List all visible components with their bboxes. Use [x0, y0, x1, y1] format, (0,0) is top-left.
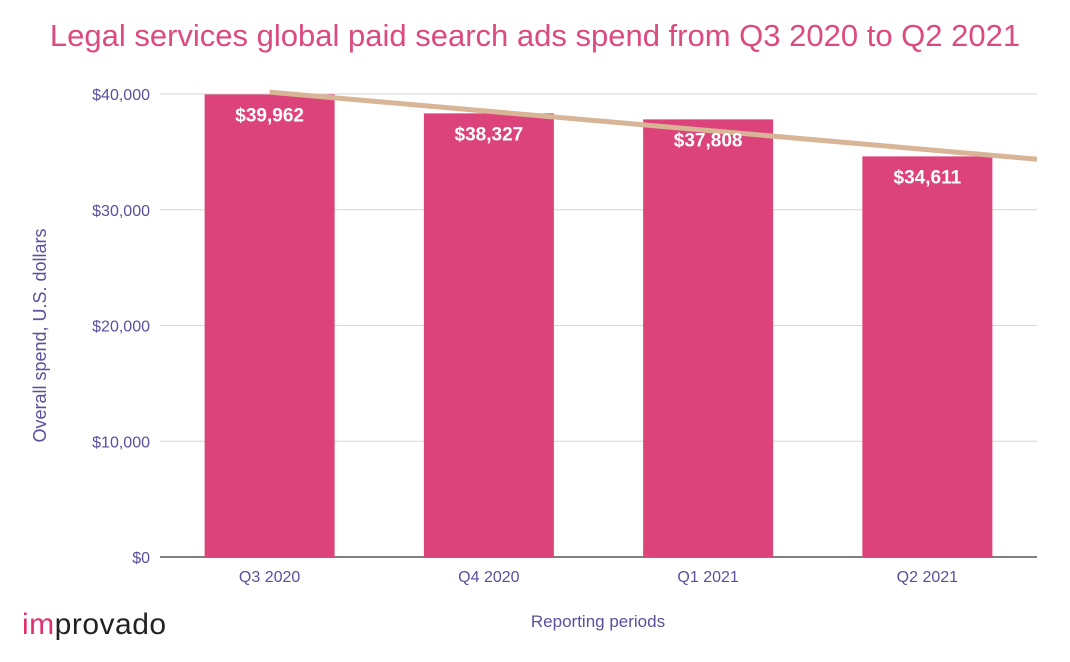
- bar: [862, 156, 993, 557]
- x-tick-label: Q1 2021: [677, 569, 738, 586]
- y-axis-title: Overall spend, U.S. dollars: [30, 228, 50, 442]
- bar: [204, 94, 335, 557]
- y-tick-label: $40,000: [92, 87, 150, 104]
- data-label: $37,808: [674, 130, 743, 151]
- x-tick-label: Q4 2020: [458, 569, 519, 586]
- x-axis-title: Reporting periods: [531, 612, 665, 631]
- x-tick-label: Q2 2021: [897, 569, 958, 586]
- trendline-group: [269, 89, 1038, 162]
- trendline: [269, 89, 1038, 162]
- y-tick-label: $20,000: [92, 319, 150, 336]
- logo-accent: im: [22, 608, 55, 641]
- bar: [643, 119, 774, 557]
- bar: [423, 113, 554, 557]
- logo-text: provado: [54, 608, 167, 641]
- chart-title: Legal services global paid search ads sp…: [49, 18, 1021, 53]
- x-tick-label: Q3 2020: [239, 569, 300, 586]
- data-labels: $39,962 $38,327 $37,808 $34,611: [235, 105, 961, 188]
- data-label: $39,962: [235, 105, 304, 126]
- data-label: $38,327: [455, 124, 524, 145]
- y-tick-label: $0: [132, 550, 150, 567]
- y-axis-ticks: $0 $10,000 $20,000 $30,000 $40,000: [92, 87, 150, 567]
- improvado-logo: improvado: [22, 608, 167, 642]
- x-axis-ticks: Q3 2020 Q4 2020 Q1 2021 Q2 2021: [239, 569, 958, 586]
- bars: [204, 94, 993, 557]
- data-label: $34,611: [894, 167, 962, 188]
- y-tick-label: $30,000: [92, 203, 150, 220]
- y-tick-label: $10,000: [92, 434, 150, 451]
